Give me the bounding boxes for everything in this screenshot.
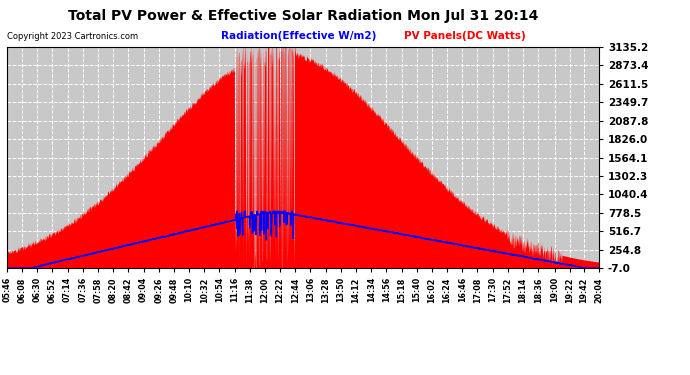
Text: Copyright 2023 Cartronics.com: Copyright 2023 Cartronics.com xyxy=(7,32,138,41)
Text: Total PV Power & Effective Solar Radiation Mon Jul 31 20:14: Total PV Power & Effective Solar Radiati… xyxy=(68,9,539,23)
Text: Radiation(Effective W/m2): Radiation(Effective W/m2) xyxy=(221,32,376,41)
Text: PV Panels(DC Watts): PV Panels(DC Watts) xyxy=(404,32,525,41)
